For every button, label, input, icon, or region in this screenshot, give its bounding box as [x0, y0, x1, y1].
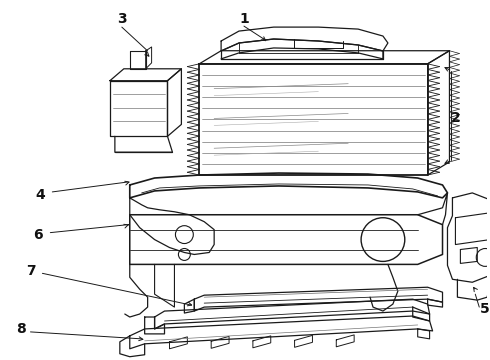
Text: 1: 1 — [239, 12, 249, 26]
Text: 3: 3 — [117, 12, 126, 26]
Text: 2: 2 — [450, 112, 460, 125]
Text: 6: 6 — [34, 228, 43, 242]
Text: 5: 5 — [480, 302, 490, 316]
Text: 7: 7 — [25, 264, 35, 278]
Text: 8: 8 — [16, 322, 25, 336]
Text: 4: 4 — [36, 188, 45, 202]
